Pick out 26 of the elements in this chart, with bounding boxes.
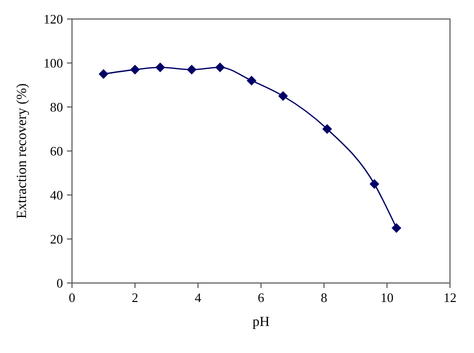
y-tick-label: 100 (44, 56, 63, 70)
y-tick-label: 20 (50, 232, 63, 246)
x-tick-label: 6 (258, 290, 265, 305)
y-tick-label: 80 (50, 100, 63, 114)
x-tick-label: 10 (380, 290, 394, 305)
x-tick-label: 12 (444, 290, 456, 305)
y-tick-label: 120 (44, 12, 63, 26)
point (186, 64, 197, 74)
point (322, 124, 332, 134)
y-tick-label: 60 (50, 144, 63, 158)
point (155, 62, 166, 72)
y-tick-label: 0 (56, 276, 63, 290)
x-tick-label: 2 (132, 290, 138, 305)
point (215, 62, 225, 72)
point (392, 223, 402, 233)
x-tick-label: 4 (194, 290, 202, 305)
x-tick-label: 0 (68, 290, 76, 305)
point (246, 76, 256, 86)
y-tick-label: 40 (50, 188, 63, 202)
x-tick-label: 8 (320, 290, 328, 305)
y-axis-title: Extraction recovery (%) (15, 83, 30, 219)
point (370, 179, 380, 189)
point (98, 69, 108, 79)
x-axis-title: pH (252, 315, 270, 330)
point (130, 64, 140, 74)
point (278, 91, 288, 101)
